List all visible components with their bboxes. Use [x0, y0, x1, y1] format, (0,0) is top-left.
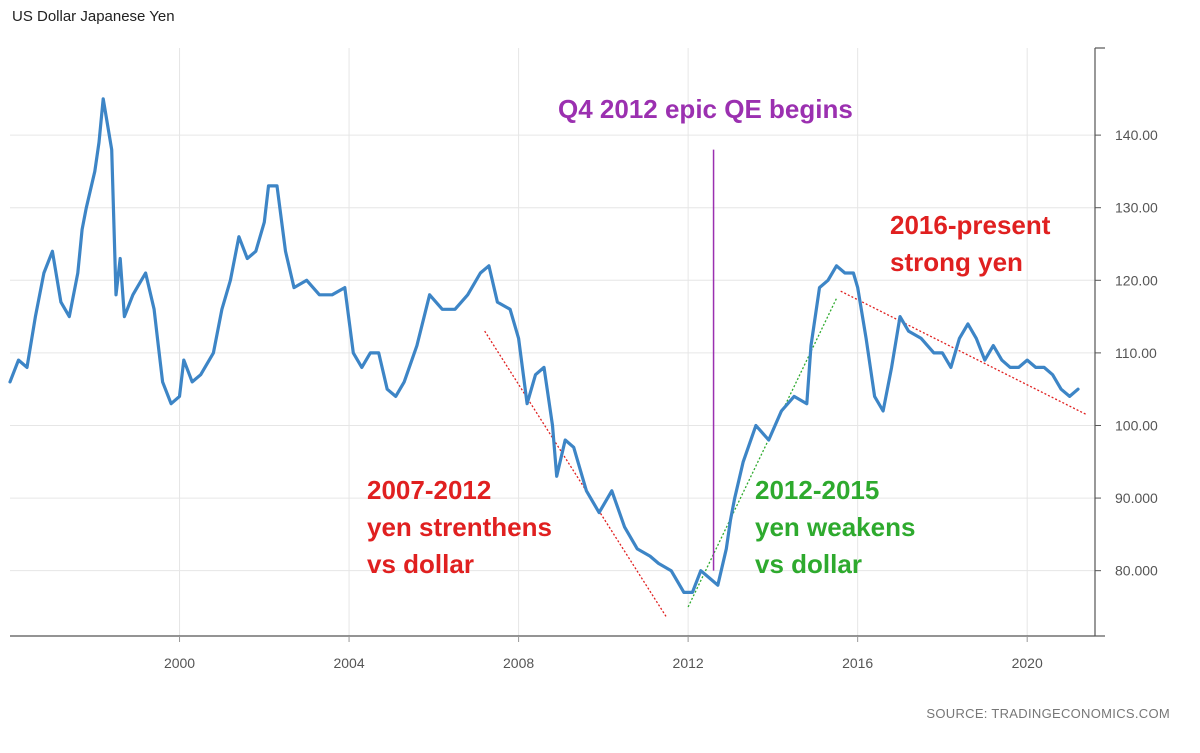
- gridlines: [10, 48, 1095, 636]
- annotation: 2007-2012 yen strenthens vs dollar: [367, 475, 552, 579]
- y-tick-label: 130.00: [1115, 200, 1158, 216]
- x-axis-ticks: 2000 2004 2008 2012 2016 2020: [164, 636, 1043, 671]
- annotation: 2012-2015 yen weakens vs dollar: [755, 475, 915, 579]
- annotation-line: vs dollar: [367, 549, 474, 579]
- chart-title: US Dollar Japanese Yen: [12, 8, 175, 25]
- y-tick-label: 140.00: [1115, 127, 1158, 143]
- x-tick-label: 2008: [503, 655, 534, 671]
- source-credit: SOURCE: TRADINGECONOMICS.COM: [926, 706, 1170, 721]
- y-tick-label: 110.00: [1115, 345, 1157, 361]
- annotation-line: vs dollar: [755, 549, 862, 579]
- annotation-line: yen strenthens: [367, 512, 552, 542]
- annotations: Q4 2012 epic QE begins 2007-2012 yen stren…: [367, 94, 1051, 579]
- x-tick-label: 2012: [673, 655, 704, 671]
- series-line: [8, 97, 1080, 594]
- x-tick-label: 2000: [164, 655, 195, 671]
- x-tick-label: 2004: [333, 655, 364, 671]
- y-tick-label: 90.000: [1115, 490, 1158, 506]
- trend-line: [484, 330, 668, 619]
- annotation-line: 2007-2012: [367, 475, 491, 505]
- y-tick-label: 100.00: [1115, 417, 1158, 433]
- x-tick-label: 2020: [1012, 655, 1043, 671]
- axes: [10, 47, 1105, 637]
- annotation-line: Q4 2012 epic QE begins: [558, 94, 853, 124]
- y-tick-label: 80.000: [1115, 563, 1158, 579]
- annotation-line: strong yen: [890, 247, 1023, 277]
- y-tick-label: 120.00: [1115, 272, 1158, 288]
- annotation-line: 2016-present: [890, 210, 1051, 240]
- annotation: 2016-present strong yen: [890, 210, 1051, 277]
- series-group: [8, 97, 1080, 594]
- y-axis-ticks: 80.000 90.000 100.00 110.00 120.00 130.00 140.…: [1095, 127, 1158, 579]
- annotation: Q4 2012 epic QE begins: [558, 94, 853, 124]
- annotation-line: 2012-2015: [755, 475, 879, 505]
- x-tick-label: 2016: [842, 655, 873, 671]
- annotation-line: yen weakens: [755, 512, 915, 542]
- trend-line: [840, 290, 1087, 416]
